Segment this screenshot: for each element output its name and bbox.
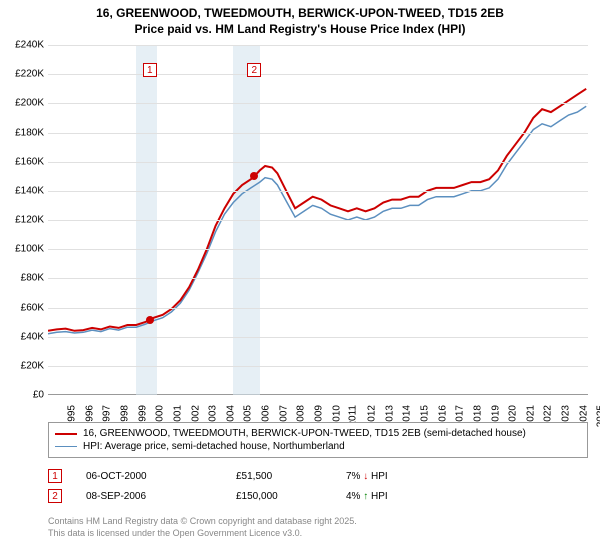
- gridline-h: [48, 308, 588, 309]
- y-axis-label: £100K: [4, 244, 44, 255]
- y-axis-label: £180K: [4, 127, 44, 138]
- sale-row-marker: 1: [48, 469, 62, 483]
- legend-box: 16, GREENWOOD, TWEEDMOUTH, BERWICK-UPON-…: [48, 422, 588, 458]
- y-axis-label: £120K: [4, 215, 44, 226]
- chart-title-block: 16, GREENWOOD, TWEEDMOUTH, BERWICK-UPON-…: [0, 0, 600, 41]
- y-axis-label: £200K: [4, 98, 44, 109]
- legend-swatch-hpi: [55, 446, 77, 447]
- sale-marker-2: 2: [247, 63, 261, 77]
- gridline-h: [48, 45, 588, 46]
- gridline-h: [48, 74, 588, 75]
- gridline-h: [48, 133, 588, 134]
- gridline-h: [48, 162, 588, 163]
- legend-label-property: 16, GREENWOOD, TWEEDMOUTH, BERWICK-UPON-…: [83, 428, 526, 439]
- sale-point-1: [146, 316, 154, 324]
- legend-row-property: 16, GREENWOOD, TWEEDMOUTH, BERWICK-UPON-…: [55, 427, 581, 440]
- legend-label-hpi: HPI: Average price, semi-detached house,…: [83, 441, 345, 452]
- sale-point-2: [250, 172, 258, 180]
- gridline-h: [48, 278, 588, 279]
- gridline-h: [48, 220, 588, 221]
- gridline-h: [48, 191, 588, 192]
- series-property: [48, 89, 586, 331]
- y-axis-label: £0: [4, 390, 44, 401]
- sales-table: 1 06-OCT-2000£51,5007% ↓ HPI 2 08-SEP-2006£…: [48, 466, 588, 506]
- gridline-h: [48, 337, 588, 338]
- sale-row-2: 2 08-SEP-2006£150,0004% ↑ HPI: [48, 486, 588, 506]
- gridline-h: [48, 366, 588, 367]
- title-line-1: 16, GREENWOOD, TWEEDMOUTH, BERWICK-UPON-…: [10, 6, 590, 22]
- plot-region: £0£20K£40K£60K£80K£100K£120K£140K£160K£1…: [48, 45, 588, 395]
- y-axis-label: £220K: [4, 69, 44, 80]
- chart-area: £0£20K£40K£60K£80K£100K£120K£140K£160K£1…: [48, 45, 588, 395]
- sale-hpi-delta: 7% ↓ HPI: [346, 471, 456, 482]
- y-axis-label: £60K: [4, 302, 44, 313]
- y-axis-label: £160K: [4, 156, 44, 167]
- footer-attribution: Contains HM Land Registry data © Crown c…: [48, 516, 357, 539]
- footer-line-2: This data is licensed under the Open Gov…: [48, 528, 357, 540]
- y-axis-label: £20K: [4, 360, 44, 371]
- sale-hpi-delta: 4% ↑ HPI: [346, 491, 456, 502]
- sale-row-marker: 2: [48, 489, 62, 503]
- y-axis-label: £40K: [4, 331, 44, 342]
- gridline-h: [48, 103, 588, 104]
- sale-price: £51,500: [236, 471, 346, 482]
- sale-date: 06-OCT-2000: [86, 471, 236, 482]
- sale-price: £150,000: [236, 491, 346, 502]
- footer-line-1: Contains HM Land Registry data © Crown c…: [48, 516, 357, 528]
- sale-date: 08-SEP-2006: [86, 491, 236, 502]
- y-axis-label: £80K: [4, 273, 44, 284]
- legend-swatch-property: [55, 433, 77, 435]
- sale-row-1: 1 06-OCT-2000£51,5007% ↓ HPI: [48, 466, 588, 486]
- gridline-h: [48, 249, 588, 250]
- y-axis-label: £140K: [4, 185, 44, 196]
- legend-row-hpi: HPI: Average price, semi-detached house,…: [55, 440, 581, 453]
- sale-marker-1: 1: [143, 63, 157, 77]
- y-axis-label: £240K: [4, 40, 44, 51]
- x-axis-label: 2025: [596, 405, 600, 427]
- title-line-2: Price paid vs. HM Land Registry's House …: [10, 22, 590, 38]
